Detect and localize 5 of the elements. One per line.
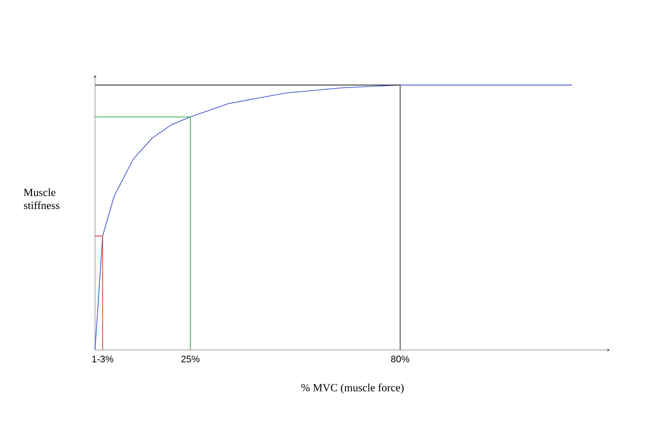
x-tick-label: 25% — [181, 356, 200, 362]
x-axis-title: % MVC (muscle force) — [301, 384, 404, 394]
x-tick-label: 1-3% — [92, 356, 114, 362]
x-tick-label: 80% — [391, 356, 410, 362]
y-axis-title: Muscle stiffness — [24, 188, 60, 210]
